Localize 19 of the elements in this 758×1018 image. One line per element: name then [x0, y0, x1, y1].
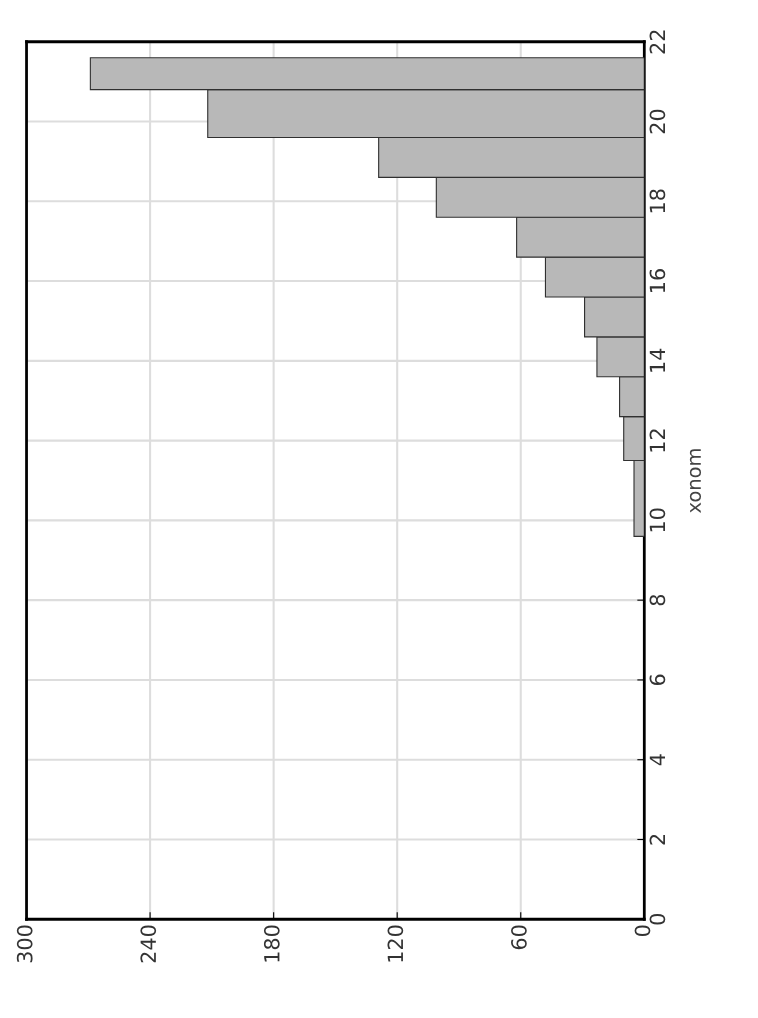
y-tick-label: 12: [649, 429, 665, 452]
y-tick-label: 10: [649, 508, 666, 532]
y-tick-label: 4: [649, 754, 665, 766]
x-tick-label: 0: [634, 925, 651, 936]
y-tick-label: 14: [649, 348, 665, 372]
x-tick-label: 300: [16, 925, 33, 963]
y-tick-label: 20: [649, 109, 666, 134]
x-tick-label: 180: [263, 925, 280, 962]
y-tick-label: 6: [649, 674, 666, 686]
x-tick-label: 240: [140, 925, 157, 963]
x-tick-label: 60: [511, 925, 527, 950]
y-axis-title: xonom: [689, 449, 702, 513]
x-tick-label: 120: [387, 925, 404, 962]
y-tick-label: 22: [649, 30, 665, 54]
y-tick-label: 0: [649, 914, 666, 925]
y-tick-label: 8: [649, 594, 666, 606]
y-tick-label: 16: [649, 269, 666, 293]
y-tick-label: 2: [649, 834, 665, 845]
y-tick-label: 18: [649, 189, 666, 213]
